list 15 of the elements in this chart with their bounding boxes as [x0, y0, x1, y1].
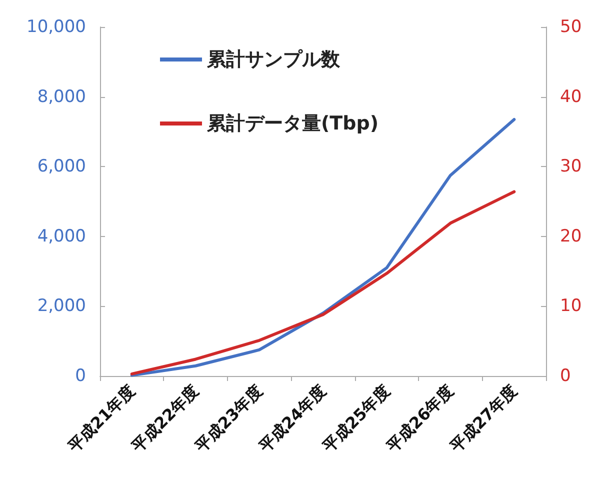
y-tick-label: 8,000: [37, 86, 86, 107]
y-tick-label: 4,000: [37, 226, 86, 246]
y2-tick-label: 0: [560, 366, 571, 386]
y-tick-label: 10,000: [26, 17, 86, 37]
y2-tick-label: 30: [560, 156, 582, 177]
legend-label: 累計データ量(Tbp): [206, 112, 379, 134]
line-series: [130, 190, 516, 376]
legend-label: 累計サンプル数: [206, 48, 341, 70]
y-tick-label: 2,000: [37, 296, 86, 316]
y2-tick-label: 10: [560, 296, 582, 316]
y-tick-label: 0: [75, 366, 86, 386]
y2-tick-label: 40: [560, 86, 582, 107]
y-tick-label: 6,000: [37, 156, 86, 177]
y2-tick-label: 20: [560, 226, 582, 246]
y2-tick-label: 50: [560, 17, 582, 37]
